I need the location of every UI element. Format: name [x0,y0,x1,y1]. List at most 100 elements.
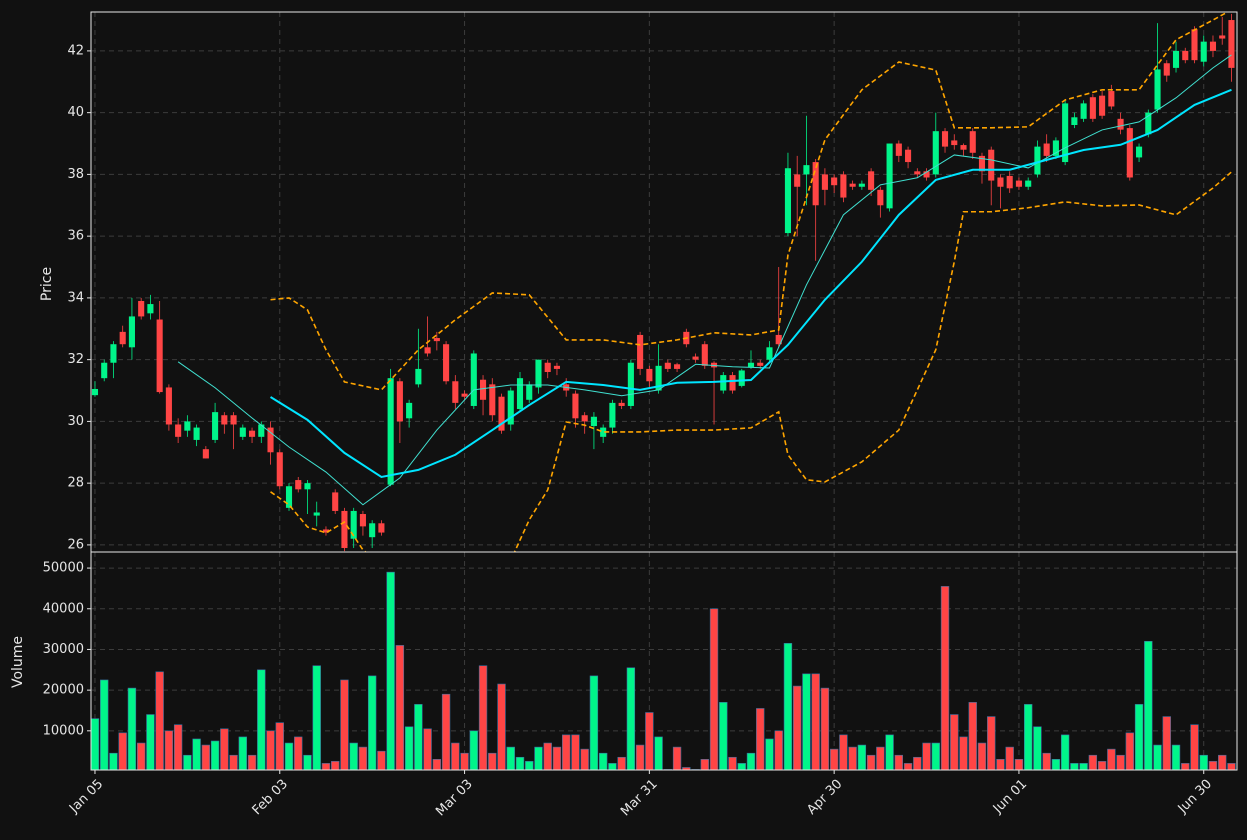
volume-bar [183,754,192,770]
candle-body [775,334,782,345]
y-tick-label: 38 [67,167,84,182]
volume-bar [728,756,737,770]
candle-body [720,375,727,391]
volume-bar [377,750,386,770]
volume-bar [386,571,395,770]
candle-body [941,131,949,147]
volume-bar [793,685,802,770]
volume-bar [432,758,442,770]
candle-body [1062,103,1069,163]
volume-bar [857,744,867,770]
candle-body [544,362,551,372]
volume-bar [737,763,746,770]
volume-bar [968,702,977,770]
candle-body [1034,146,1041,175]
volume-bar [839,734,848,770]
candle-body [729,375,736,391]
candle-body [997,177,1004,187]
candle-body [332,492,339,511]
y-tick-label: 32 [67,352,84,367]
y-tick-label: 36 [67,229,84,244]
candle-body [202,449,209,459]
volume-bar [91,718,100,770]
candle-body [812,162,819,206]
candle-body [452,381,459,403]
candle-body [831,177,838,186]
volume-bar [950,714,959,770]
candle-body [1043,143,1050,156]
x-tick-label: Mar 31 [618,777,661,820]
candle-body [747,362,755,368]
candle-body [655,365,662,391]
volume-bar [525,761,534,770]
candle-body [794,174,801,187]
y-tick-label: 26 [67,537,84,552]
candle-body [1200,41,1207,62]
volume-bar [552,746,562,770]
volume-bar [580,748,589,770]
volume-bar [1153,744,1162,770]
y-tick-label: 40 [67,105,84,120]
candle-body [526,384,533,400]
candle-body [221,415,228,425]
candle-body [932,131,939,175]
volume-bar [562,734,571,770]
volume-bar [774,730,783,770]
volume-bar [229,754,238,770]
volume-bar [201,744,211,770]
candle-body [1080,103,1087,119]
volume-bar [460,752,469,770]
candle-body [396,381,403,422]
candle-body [461,393,468,397]
candle-body [415,368,422,385]
candle-body [895,143,902,156]
candle-body [738,370,745,386]
candle-body [350,510,357,539]
volume-bar [1227,763,1236,770]
candle-body [175,424,182,437]
volume-panel [91,571,1236,770]
volume-bar [783,643,793,770]
candle-body [664,362,671,369]
x-tick-label: Feb 03 [250,777,292,819]
candle-body [803,165,810,175]
volume-bar [931,742,940,770]
volume-bar [756,708,765,770]
volume-bar [1107,748,1116,770]
candle-body [590,416,597,427]
candle-body [849,183,856,187]
volume-axis-label: Volume [10,636,26,688]
volume-bar [331,761,340,770]
candle-body [295,480,302,490]
volume-bar [257,669,266,770]
volume-bar [1208,761,1218,770]
candle-body [184,421,191,431]
candle-body [757,362,764,366]
candle-body [627,362,634,406]
volume-bar [395,645,405,770]
candle-body [674,364,681,369]
volume-bar [284,742,294,770]
y-tick-label: 34 [67,290,84,305]
volume-bar [608,763,617,770]
volume-bar [1199,754,1208,770]
candle-body [258,424,265,437]
candle-body [581,415,588,422]
volume-bar [987,716,996,770]
volume-bar [959,736,968,770]
volume-bar [118,732,127,770]
y-tick-label: 28 [67,476,84,491]
candle-body [1108,91,1115,107]
volume-bar [571,734,580,770]
volume-bar [303,754,312,770]
candle-body [128,316,135,348]
volume-bar [358,746,368,770]
y-tick-label: 30 [67,414,84,429]
candle-body [1209,41,1217,51]
candle-body [905,149,912,163]
volume-bar [488,752,497,770]
volume-bar [765,738,774,770]
candle-body [165,387,172,425]
volume-bar [478,665,488,770]
